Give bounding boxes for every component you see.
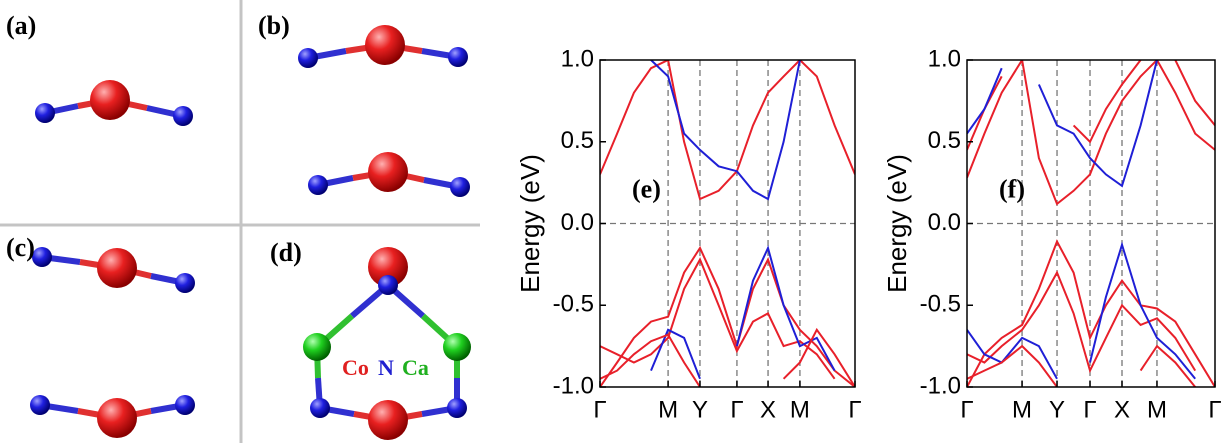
band (651, 60, 800, 199)
x-tick-label: Γ (1208, 396, 1221, 423)
y-tick-label: 1.0 (928, 45, 961, 72)
x-tick-label: X (760, 396, 776, 423)
panel-label: (c) (6, 233, 35, 262)
y-tick-label: -1.0 (553, 372, 594, 399)
panel-label: (e) (632, 174, 661, 203)
y-tick-label: 0.0 (928, 209, 961, 236)
plot (600, 60, 855, 387)
x-tick-label: M (1147, 396, 1167, 423)
band (967, 273, 1195, 371)
element-label: Ca (402, 355, 429, 380)
band (600, 248, 855, 387)
x-tick-label: X (1114, 396, 1130, 423)
plot (967, 60, 1215, 387)
y-tick-label: 0.0 (561, 209, 594, 236)
x-tick-label: Γ (960, 396, 973, 423)
y-axis-label: Energy (eV) (882, 154, 912, 293)
panel-label: (a) (6, 11, 36, 40)
structures: (a) (b) (c) (d) Co N Ca (0, 0, 480, 443)
y-tick-label: -0.5 (553, 291, 594, 318)
figure: (a) (b) (c) (d) Co N Ca ΓMYΓXMΓ-1.0-0.50… (0, 0, 1222, 443)
x-tick-label: Γ (848, 396, 861, 423)
y-tick-label: -0.5 (920, 291, 961, 318)
x-tick-label: M (658, 396, 678, 423)
y-axis-label: Energy (eV) (515, 154, 545, 293)
y-tick-label: 0.5 (561, 127, 594, 154)
band (967, 346, 1195, 387)
y-tick-label: 1.0 (561, 45, 594, 72)
x-tick-label: Y (1049, 396, 1065, 423)
x-tick-label: M (790, 396, 810, 423)
band (967, 60, 1215, 150)
element-label: N (378, 355, 394, 380)
panel-label: (f) (999, 174, 1025, 203)
y-tick-label: 0.5 (928, 127, 961, 154)
x-tick-label: M (1012, 396, 1032, 423)
x-tick-label: Γ (1083, 396, 1096, 423)
element-label: Co (342, 355, 369, 380)
band (651, 248, 835, 379)
page: {"structure_labels":["(a)","(b)","(c)","… (0, 0, 1222, 448)
x-tick-label: Y (692, 396, 708, 423)
x-tick-label: Γ (730, 396, 743, 423)
panel-label: (d) (270, 238, 302, 267)
panel-label: (b) (258, 11, 290, 40)
band (967, 60, 1157, 186)
x-tick-label: Γ (593, 396, 606, 423)
y-tick-label: -1.0 (920, 372, 961, 399)
